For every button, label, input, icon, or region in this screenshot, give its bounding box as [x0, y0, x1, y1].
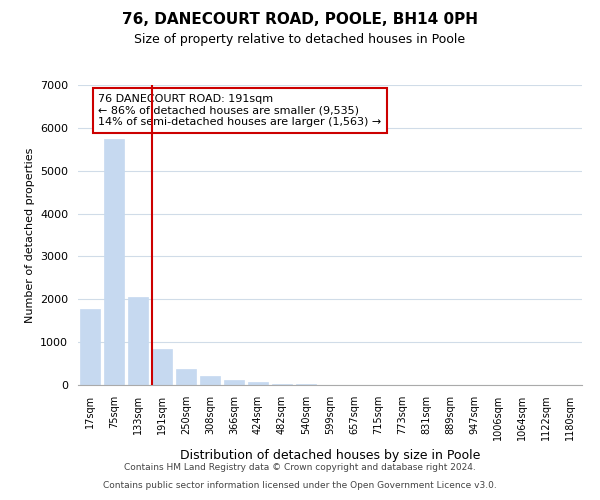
Bar	[200, 376, 220, 385]
Bar	[272, 384, 292, 385]
Y-axis label: Number of detached properties: Number of detached properties	[25, 148, 35, 322]
Text: 76, DANECOURT ROAD, POOLE, BH14 0PH: 76, DANECOURT ROAD, POOLE, BH14 0PH	[122, 12, 478, 28]
Bar	[224, 380, 244, 385]
Bar	[296, 384, 316, 385]
Bar	[104, 139, 124, 385]
Text: Size of property relative to detached houses in Poole: Size of property relative to detached ho…	[134, 32, 466, 46]
Bar	[152, 350, 172, 385]
Bar	[248, 382, 268, 385]
Bar	[80, 308, 100, 385]
Text: Contains HM Land Registry data © Crown copyright and database right 2024.: Contains HM Land Registry data © Crown c…	[124, 464, 476, 472]
Text: 76 DANECOURT ROAD: 191sqm
← 86% of detached houses are smaller (9,535)
14% of se: 76 DANECOURT ROAD: 191sqm ← 86% of detac…	[98, 94, 382, 127]
Bar	[176, 369, 196, 385]
Bar	[128, 297, 148, 385]
X-axis label: Distribution of detached houses by size in Poole: Distribution of detached houses by size …	[180, 448, 480, 462]
Text: Contains public sector information licensed under the Open Government Licence v3: Contains public sector information licen…	[103, 481, 497, 490]
